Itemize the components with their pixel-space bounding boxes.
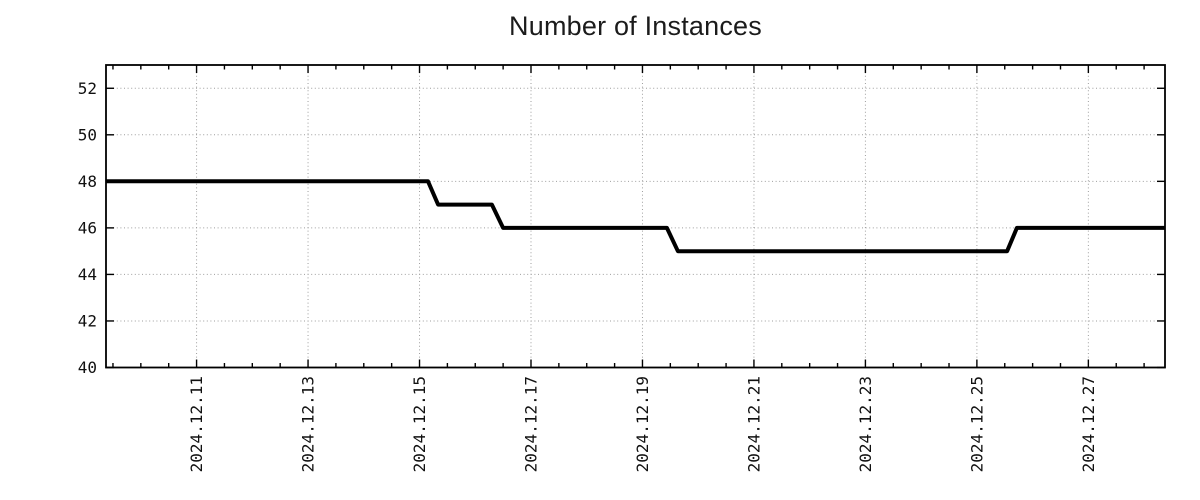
- y-tick-label: 46: [78, 218, 97, 237]
- y-tick-label: 48: [78, 172, 97, 191]
- x-tick-label: 2024.12.19: [633, 376, 652, 472]
- x-tick-label: 2024.12.23: [856, 376, 875, 472]
- x-tick-label: 2024.12.27: [1079, 376, 1098, 472]
- chart-title: Number of Instances: [509, 11, 762, 41]
- x-tick-label: 2024.12.17: [521, 376, 540, 472]
- x-tick-label: 2024.12.25: [967, 376, 986, 472]
- data-series-line: [106, 179, 1165, 254]
- x-tick-label: 2024.12.13: [299, 376, 318, 472]
- plot-frame: [105, 64, 1166, 369]
- x-tick-label: 2024.12.15: [410, 376, 429, 472]
- y-tick-label: 42: [78, 311, 97, 330]
- y-tick-label: 52: [78, 79, 97, 98]
- y-tick-label: 40: [78, 358, 97, 377]
- x-tick-label: 2024.12.11: [187, 376, 206, 472]
- y-tick-label: 44: [78, 265, 97, 284]
- y-tick-label: 50: [78, 125, 97, 144]
- x-tick-label: 2024.12.21: [744, 376, 763, 472]
